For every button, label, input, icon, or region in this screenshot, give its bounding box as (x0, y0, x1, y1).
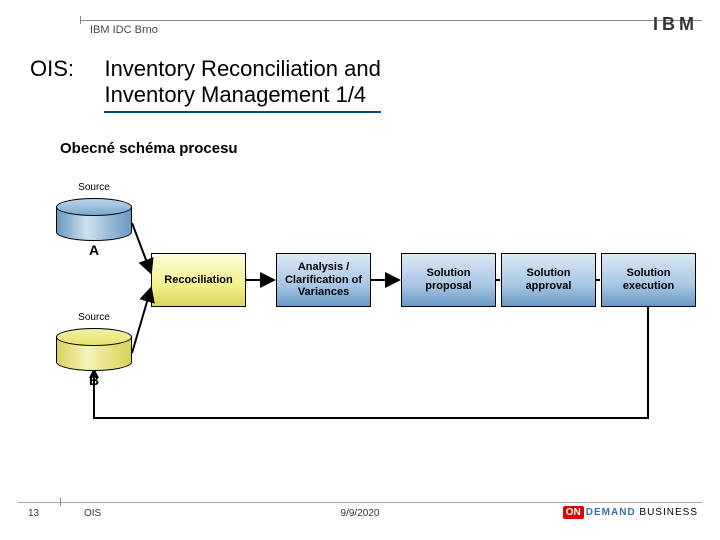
footer: 13 OIS 9/9/2020 ONDEMAND BUSINESS (0, 502, 720, 526)
odb-business: BUSINESS (636, 507, 698, 518)
header-rule (80, 20, 702, 21)
step-label: Analysis / Clarification of Variances (281, 261, 366, 299)
step-label: Solution proposal (406, 267, 491, 292)
step-label: Solution approval (506, 267, 591, 292)
step-reconciliation: Recociliation (151, 253, 246, 307)
source-b-small-label: Source (56, 312, 132, 323)
header-tick (80, 16, 81, 24)
title-prefix: OIS: (30, 56, 100, 82)
footer-label: OIS (84, 508, 101, 519)
step-proposal: Solution proposal (401, 253, 496, 307)
source-a-big-label: A (56, 242, 132, 258)
step-execution: Solution execution (601, 253, 696, 307)
ibm-logo-icon: IBM (653, 14, 698, 35)
odb-demand: DEMAND (586, 507, 636, 518)
on-demand-business-logo: ONDEMAND BUSINESS (563, 504, 698, 518)
odb-on: ON (563, 506, 584, 519)
title-line1: Inventory Reconciliation and (104, 56, 380, 81)
step-label: Solution execution (606, 267, 691, 292)
source-b-cylinder: Source B (56, 328, 132, 371)
footer-rule (18, 502, 702, 503)
footer-tick (60, 498, 61, 506)
footer-date: 9/9/2020 (341, 508, 380, 519)
process-diagram: Source A Source B Recociliation Analysis… (56, 178, 696, 438)
page-title: OIS: Inventory Reconciliation and Invent… (30, 56, 381, 113)
title-line2: Inventory Management 1/4 (104, 82, 366, 107)
header: IBM IDC Brno IBM (0, 20, 720, 40)
title-main: Inventory Reconciliation and Inventory M… (104, 56, 380, 113)
source-a-cylinder: Source A (56, 198, 132, 241)
slide: IBM IDC Brno IBM OIS: Inventory Reconcil… (0, 0, 720, 540)
source-b-big-label: B (56, 372, 132, 388)
page-number: 13 (28, 508, 39, 519)
subtitle: Obecné schéma procesu (60, 140, 238, 157)
arrows-svg (56, 178, 696, 438)
header-location: IBM IDC Brno (90, 24, 158, 36)
cylinder-top-icon (56, 328, 132, 346)
step-analysis: Analysis / Clarification of Variances (276, 253, 371, 307)
source-a-small-label: Source (56, 182, 132, 193)
step-label: Recociliation (164, 274, 232, 287)
step-approval: Solution approval (501, 253, 596, 307)
cylinder-top-icon (56, 198, 132, 216)
